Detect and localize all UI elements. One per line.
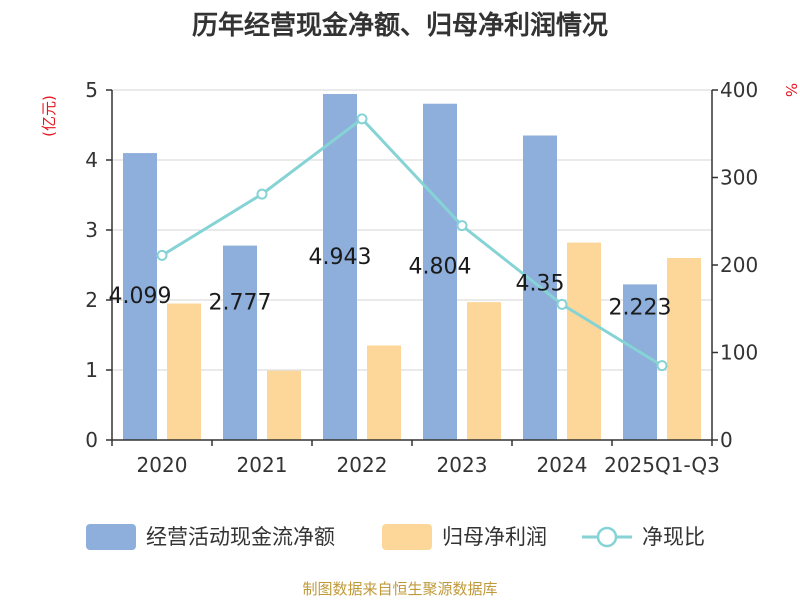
legend: 经营活动现金流净额 归母净利润 净现比 — [86, 524, 705, 550]
legend-label-cashflow: 经营活动现金流净额 — [146, 525, 335, 549]
legend-swatch-net-profit — [382, 524, 432, 550]
ratio-line — [161, 116, 663, 367]
left-axis-tick-label: 3 — [85, 218, 98, 242]
cashflow-data-label: 4.943 — [309, 245, 372, 270]
x-axis-tick-label: 2023 — [437, 453, 488, 477]
ratio-point — [256, 188, 268, 200]
cashflow-data-label: 4.35 — [516, 272, 565, 297]
bar-net-profit — [567, 242, 601, 440]
right-axis-tick-label: 300 — [720, 166, 758, 190]
bar-operating-cashflow — [423, 103, 457, 440]
cashflow-data-label: 4.099 — [109, 284, 172, 309]
left-axis-tick-label: 1 — [85, 358, 98, 382]
x-axis-tick-label: 2025Q1-Q3 — [604, 453, 720, 477]
ratio-line-group — [156, 113, 668, 372]
legend-swatch-cashflow — [86, 524, 136, 550]
left-axis-tick-label: 5 — [85, 78, 98, 102]
bars-group — [123, 93, 701, 441]
data-labels-group: 4.099 2.777 4.943 4.804 4.35 2.223 — [109, 245, 672, 320]
axes-group: 0 1 2 3 4 5 0 100 200 300 400 2020 2021 2022 2023 2024 2… — [85, 78, 758, 477]
right-axis-tick-label: 100 — [720, 341, 758, 365]
ratio-point — [456, 220, 468, 232]
chart-title: 历年经营现金净额、归母净利润情况 — [192, 10, 608, 41]
bar-net-profit — [667, 258, 701, 440]
cashflow-data-label: 2.777 — [209, 291, 272, 316]
ratio-point — [556, 298, 568, 310]
left-axis-tick-label: 4 — [85, 148, 98, 172]
legend-label-ratio: 净现比 — [642, 525, 705, 549]
bar-net-profit — [367, 345, 401, 440]
x-axis-tick-label: 2024 — [537, 453, 588, 477]
x-axis-tick-label: 2020 — [137, 453, 188, 477]
bar-net-profit — [467, 302, 501, 440]
bar-operating-cashflow — [623, 284, 657, 440]
x-axis-tick-label: 2022 — [337, 453, 388, 477]
legend-swatch-ratio-marker — [596, 526, 618, 548]
bar-operating-cashflow — [123, 153, 157, 440]
grid-lines — [112, 89, 712, 371]
cashflow-data-label: 2.223 — [609, 295, 672, 320]
bar-operating-cashflow — [323, 93, 357, 441]
data-source: 制图数据来自恒生聚源数据库 — [302, 580, 497, 598]
bar-net-profit — [267, 370, 301, 440]
x-axis-tick-label: 2021 — [237, 453, 288, 477]
left-axis-tick-label: 0 — [85, 428, 98, 452]
bar-net-profit — [167, 303, 201, 440]
right-axis-tick-label: 400 — [720, 78, 758, 102]
right-axis-tick-label: 200 — [720, 253, 758, 277]
ratio-point — [156, 249, 168, 261]
bar-operating-cashflow — [223, 245, 257, 440]
legend-label-net-profit: 归母净利润 — [442, 525, 547, 549]
cashflow-data-label: 4.804 — [409, 255, 472, 280]
ratio-point — [656, 360, 668, 372]
ratio-point — [356, 113, 368, 125]
left-axis-tick-label: 2 — [85, 288, 98, 312]
right-axis-tick-label: 0 — [720, 428, 733, 452]
right-axis-unit: % — [782, 83, 800, 97]
left-axis-unit: (亿元) — [40, 95, 58, 137]
